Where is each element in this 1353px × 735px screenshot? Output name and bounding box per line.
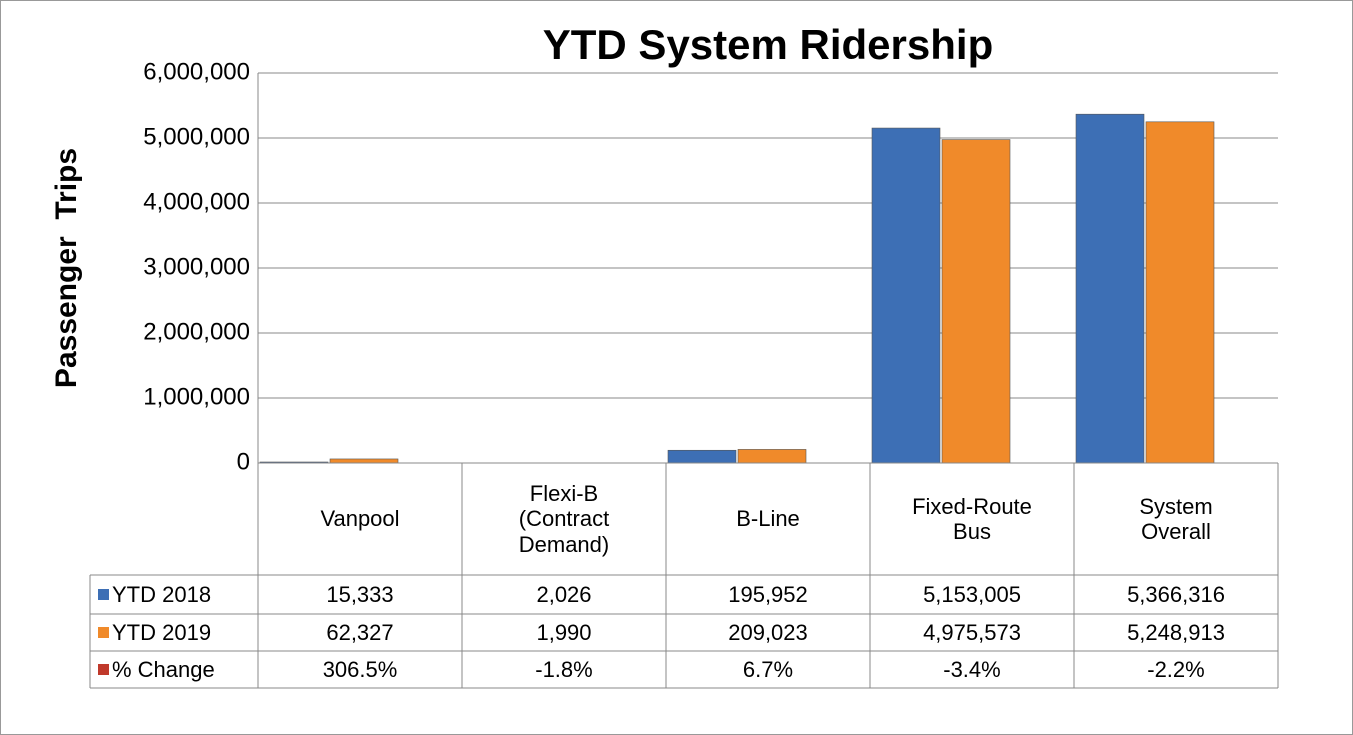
table-value-text: 1,990 [536,619,592,645]
table-value-text: 15,333 [326,581,394,607]
table-value: 15,333 [258,575,462,614]
table-value: 209,023 [666,614,870,651]
table-value: -2.2% [1074,651,1278,688]
legend-swatch [98,589,109,600]
legend-entry-text: YTD 2018 [112,581,212,607]
table-value-text: 4,975,573 [923,619,1021,645]
y-tick-label: 4,000,000 [143,188,250,215]
table-value: 6.7% [666,651,870,688]
category-label: System Overall [1074,463,1278,575]
table-value-text: -1.8% [535,656,593,682]
bar [737,449,807,464]
table-value-text: 306.5% [322,656,398,682]
bar [1145,121,1215,464]
table-value-text: 195,952 [728,581,808,607]
table-value-text: 2,026 [536,581,592,607]
table-value-text: 5,366,316 [1127,581,1225,607]
category-label-text: Vanpool [320,506,400,532]
y-tick-label: 0 [237,448,250,475]
table-value: 5,248,913 [1074,614,1278,651]
category-label: Fixed-Route Bus [870,463,1074,575]
legend-entry-text: % Change [112,656,215,682]
table-value: 306.5% [258,651,462,688]
table-value: 2,026 [462,575,666,614]
legend-entry: % Change [90,651,258,688]
category-label-text: Flexi-B (Contract Demand) [518,481,610,557]
table-value: 4,975,573 [870,614,1074,651]
chart-title: YTD System Ridership [543,21,993,68]
y-tick-label: 3,000,000 [143,253,250,280]
category-label: Vanpool [258,463,462,575]
table-value-text: 62,327 [326,619,394,645]
table-value: -3.4% [870,651,1074,688]
table-value-text: 5,153,005 [923,581,1021,607]
y-tick-label: 5,000,000 [143,123,250,150]
table-value-text: 6.7% [742,656,794,682]
legend-swatch [98,627,109,638]
legend-swatch [98,664,109,675]
category-label: B-Line [666,463,870,575]
table-value-text: -2.2% [1147,656,1205,682]
category-label: Flexi-B (Contract Demand) [462,463,666,575]
legend-entry: YTD 2018 [90,575,258,614]
table-value: 1,990 [462,614,666,651]
table-value-text: 209,023 [728,619,808,645]
legend-entry-text: YTD 2019 [112,619,212,645]
legend-entry: YTD 2019 [90,614,258,651]
bar [871,127,941,464]
bar [1075,113,1145,464]
table-value-text: 5,248,913 [1127,619,1225,645]
bar [941,139,1011,464]
table-value: 62,327 [258,614,462,651]
table-value-text: -3.4% [943,656,1001,682]
bar [667,449,737,464]
y-axis-title: Passenger Trips [50,148,83,388]
table-value: 5,366,316 [1074,575,1278,614]
table-value: -1.8% [462,651,666,688]
y-tick-label: 2,000,000 [143,318,250,345]
category-label-text: B-Line [736,506,800,532]
category-label-text: Fixed-Route Bus [912,493,1032,544]
table-value: 195,952 [666,575,870,614]
category-label-text: System Overall [1139,493,1213,544]
y-tick-label: 6,000,000 [143,58,250,85]
table-value: 5,153,005 [870,575,1074,614]
y-tick-label: 1,000,000 [143,383,250,410]
